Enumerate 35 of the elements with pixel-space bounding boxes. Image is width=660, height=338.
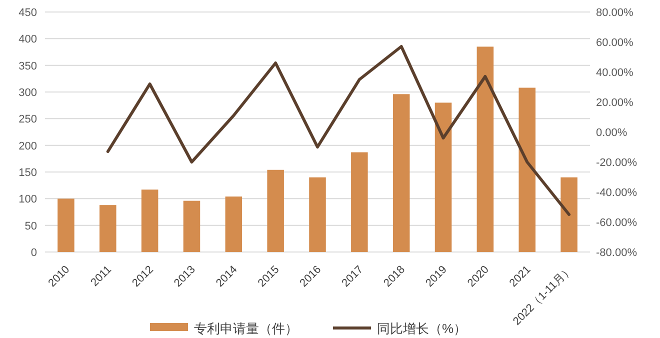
bar <box>58 198 74 252</box>
y-tick-label: 250 <box>18 114 37 126</box>
legend-label: 同比增长（%） <box>377 321 467 336</box>
y2-tick-label: -20.00% <box>596 157 638 169</box>
bar <box>183 200 200 252</box>
y2-tick-label: -80.00% <box>596 247 638 259</box>
y-tick-label: 50 <box>24 220 37 232</box>
bar <box>560 177 578 252</box>
y-tick-label: 0 <box>30 247 37 259</box>
bar <box>351 152 368 252</box>
y2-tick-label: -60.00% <box>596 217 638 229</box>
bar <box>225 196 242 252</box>
bar <box>476 46 494 252</box>
y-tick-label: 100 <box>18 194 37 206</box>
y2-tick-label: 40.00% <box>596 67 634 79</box>
legend-label: 专利申请量（件） <box>194 321 298 336</box>
y-tick-label: 300 <box>18 87 37 99</box>
y-tick-label: 150 <box>18 167 37 179</box>
bar <box>309 177 326 252</box>
bar <box>392 94 410 252</box>
bar <box>518 88 536 252</box>
y-tick-label: 400 <box>18 34 37 46</box>
y2-tick-label: 20.00% <box>596 97 634 109</box>
line-series <box>106 45 571 216</box>
bar <box>141 190 158 252</box>
y2-tick-label: -40.00% <box>596 187 638 199</box>
y-tick-label: 350 <box>18 60 37 72</box>
y2-tick-label: 60.00% <box>596 37 634 49</box>
bar <box>100 205 116 252</box>
y-tick-label: 450 <box>18 7 37 19</box>
y2-tick-label: 0.00% <box>596 127 628 139</box>
y2-tick-label: 80.00% <box>596 7 634 19</box>
y-tick-label: 200 <box>18 140 37 152</box>
bar <box>434 102 452 252</box>
bar <box>267 170 284 252</box>
